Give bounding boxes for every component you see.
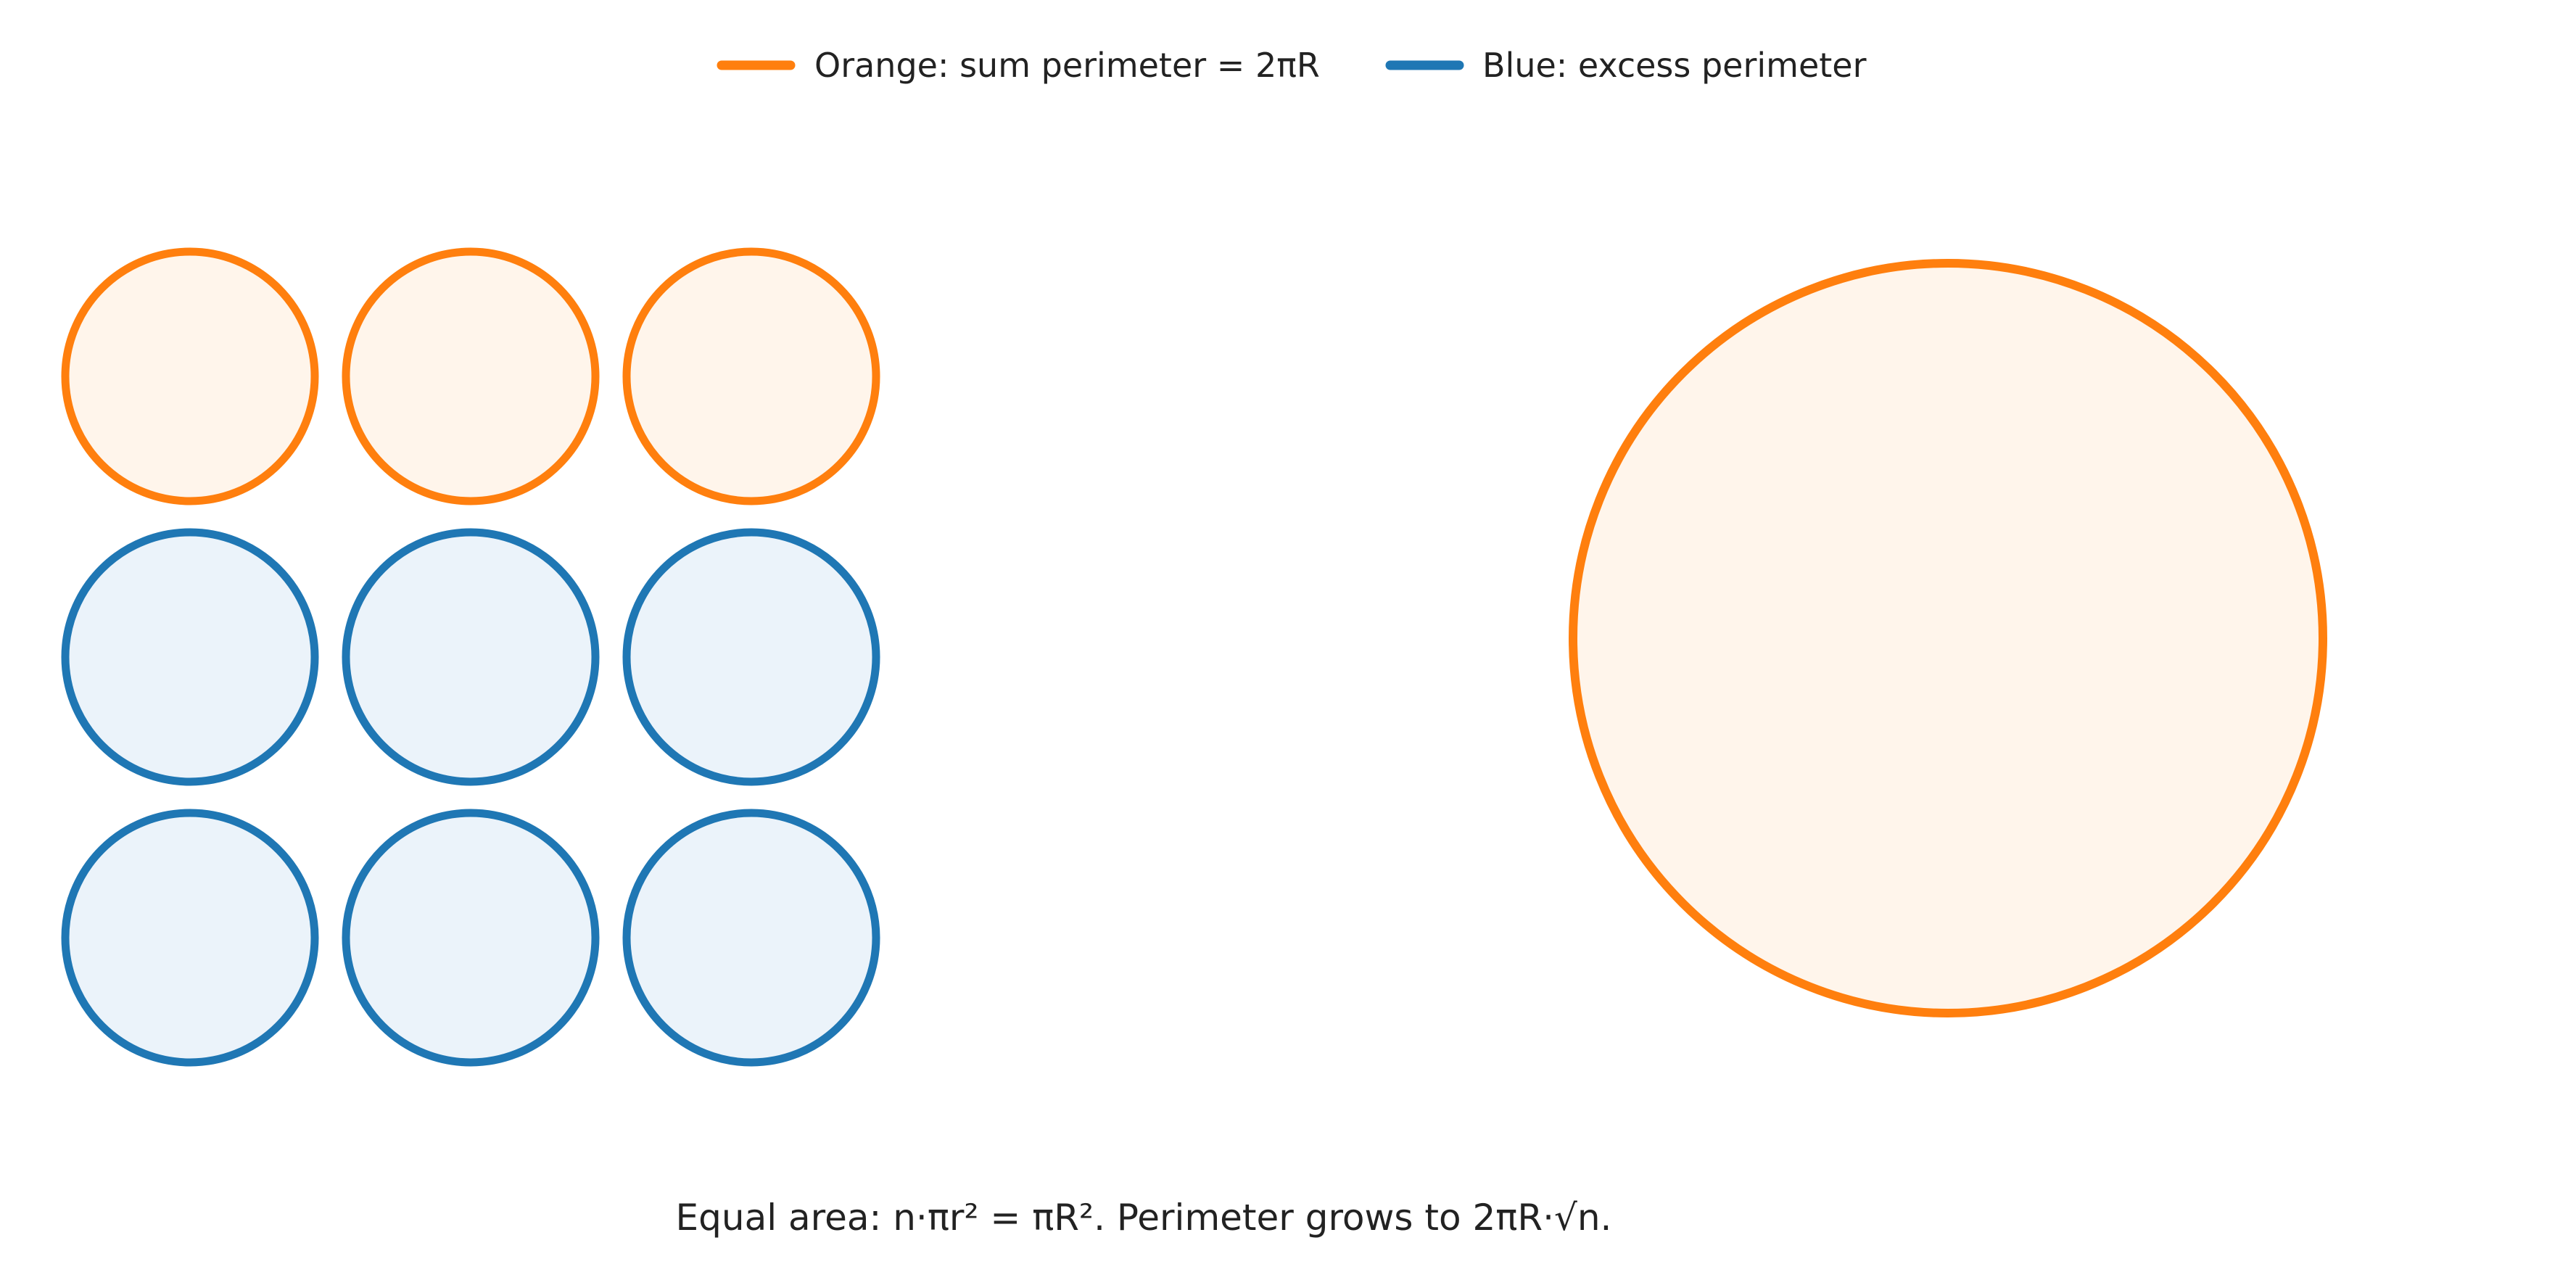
small-circle-grid (61, 247, 880, 1067)
legend: Orange: sum perimeter = 2πR Blue: excess… (717, 46, 1867, 85)
small-circle-orange (342, 247, 600, 505)
small-circle-blue (342, 528, 600, 786)
small-circle-orange (61, 247, 319, 505)
small-circle-blue (622, 809, 880, 1067)
large-circle (1569, 259, 2327, 1017)
small-circle-blue (61, 528, 319, 786)
small-circle-orange (622, 247, 880, 505)
small-circle-blue (61, 809, 319, 1067)
legend-label-blue: Blue: excess perimeter (1482, 46, 1867, 85)
legend-label-orange: Orange: sum perimeter = 2πR (814, 46, 1320, 85)
small-circle-blue (342, 809, 600, 1067)
caption: Equal area: n·πr² = πR². Perimeter grows… (676, 1197, 1612, 1239)
small-circle-blue (622, 528, 880, 786)
